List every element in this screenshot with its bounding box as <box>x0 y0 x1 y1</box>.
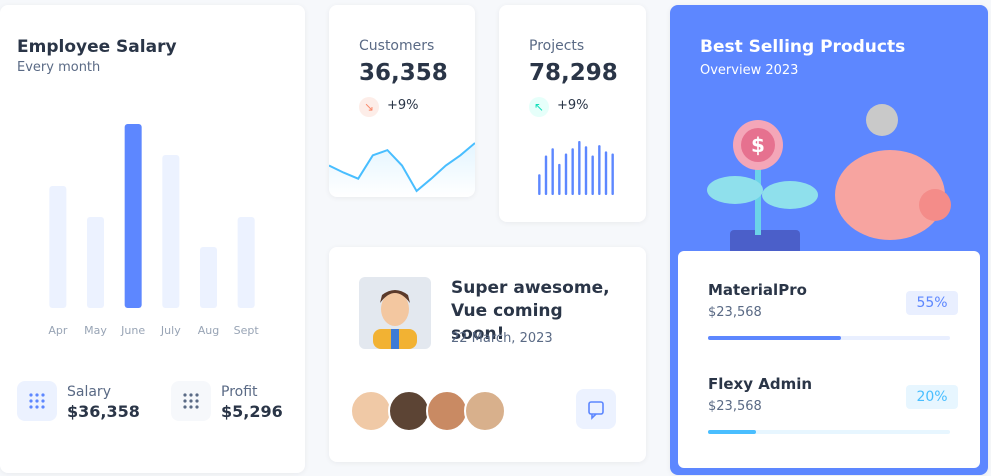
progress-bar <box>708 336 842 340</box>
salary-card: Employee Salary Every month Apr May June Ju… <box>0 5 305 473</box>
best-selling-card: Best Selling Products Overview 2023 $ Ma… <box>670 5 988 475</box>
stat-label: Salary <box>67 384 111 400</box>
area <box>329 143 475 197</box>
profit-icon <box>171 381 211 421</box>
bar <box>124 124 142 308</box>
salary-icon <box>17 381 57 421</box>
product-price: $23,568 <box>708 305 762 320</box>
x-tick-label: June <box>120 324 145 337</box>
bar <box>544 155 548 195</box>
trend-up-icon: ↖ <box>529 97 549 117</box>
x-tick-label: May <box>84 324 107 337</box>
announcement-card: Super awesome, Vue coming soon! 22 March… <box>329 247 646 462</box>
card-subtitle: Overview 2023 <box>700 63 799 78</box>
avatar-image <box>359 277 431 349</box>
bar <box>564 153 568 195</box>
line <box>329 142 475 193</box>
product-name: MaterialPro <box>708 281 807 299</box>
bar <box>200 247 217 308</box>
bar <box>571 148 574 195</box>
announcement-title: Super awesome, Vue coming soon! <box>451 278 610 344</box>
product-price: $23,568 <box>708 399 762 414</box>
change: +9% <box>387 98 419 113</box>
stat-value: $36,358 <box>67 402 140 421</box>
progress-track <box>708 336 950 340</box>
card-title: Employee Salary <box>17 37 177 57</box>
bar <box>87 217 104 308</box>
card-label: Projects <box>529 38 585 54</box>
card-title: Best Selling Products <box>700 37 906 57</box>
card-value: 36,358 <box>359 60 448 86</box>
x-tick-label: Apr <box>48 324 68 337</box>
salary-chart: Apr May June July Aug Sept <box>48 124 260 337</box>
progress-bar <box>708 430 757 434</box>
bar <box>591 155 594 195</box>
x-tick-label: Aug <box>198 324 219 337</box>
bar <box>551 148 554 195</box>
chat-icon <box>588 401 604 420</box>
grid-icon <box>29 393 45 409</box>
bar <box>49 186 67 308</box>
stat-value: $5,296 <box>221 402 283 421</box>
progress-track <box>708 430 950 434</box>
grid-icon <box>183 393 199 409</box>
bar <box>598 145 601 195</box>
stat-label: Profit <box>221 384 258 400</box>
trend-down-icon: ↘ <box>359 97 379 117</box>
product-name: Flexy Admin <box>708 375 813 393</box>
bar <box>578 141 581 195</box>
change: +9% <box>557 98 589 113</box>
card-subtitle: Every month <box>17 60 101 75</box>
chat-button[interactable] <box>576 389 616 429</box>
percent-badge: 20% <box>906 385 958 409</box>
card-value: 78,298 <box>529 60 618 86</box>
customers-card: Customers 36,358 ↘ +9% <box>329 5 475 197</box>
avatar-group <box>350 390 506 432</box>
bar <box>558 163 561 195</box>
projects-chart <box>538 141 614 195</box>
bar <box>538 174 541 195</box>
percent-badge: 55% <box>906 291 958 315</box>
bar <box>604 151 608 195</box>
card-label: Customers <box>359 38 435 54</box>
bar <box>611 153 614 195</box>
bar <box>237 217 255 308</box>
announcement-date: 22 March, 2023 <box>451 331 553 346</box>
customers-chart <box>329 142 475 197</box>
svg-text:$: $ <box>751 133 765 157</box>
bar <box>162 155 180 308</box>
x-tick-label: July <box>160 324 181 337</box>
x-tick-label: Sept <box>234 324 260 337</box>
bar <box>584 146 588 195</box>
illustration: $ <box>707 104 951 255</box>
projects-card: Projects 78,298 ↖ +9% <box>499 5 646 222</box>
